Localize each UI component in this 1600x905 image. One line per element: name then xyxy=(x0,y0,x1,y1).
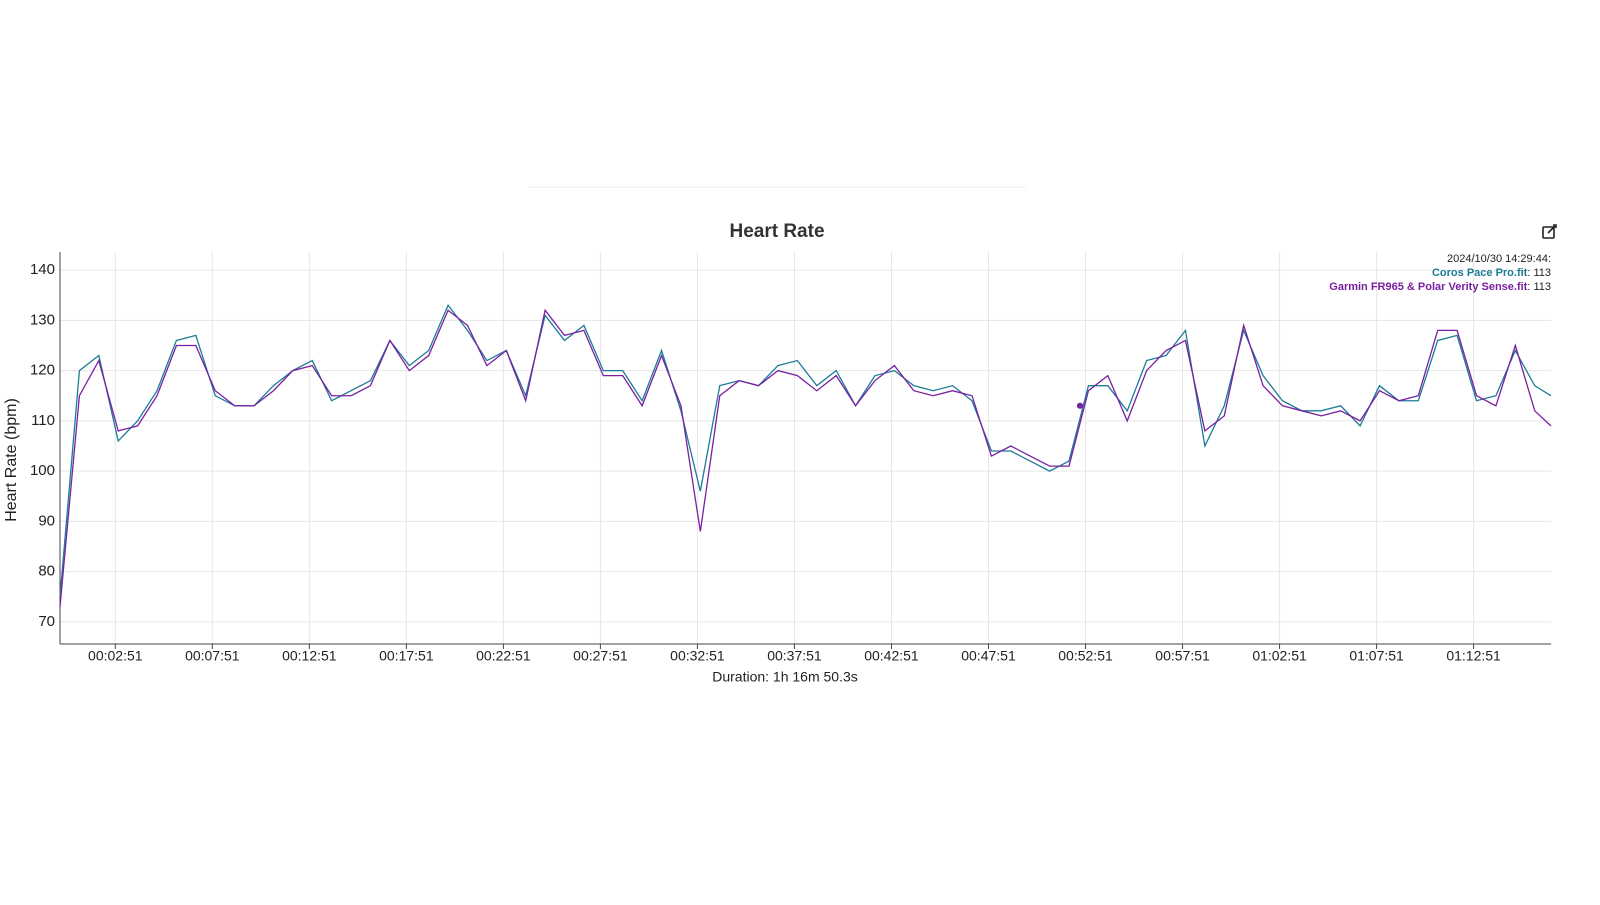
x-tick-label: 00:42:51 xyxy=(864,648,919,664)
tooltip-series-name: Garmin FR965 & Polar Verity Sense.fit xyxy=(1329,281,1527,293)
edit-icon-pen xyxy=(1547,224,1557,234)
x-tick-label: 01:12:51 xyxy=(1446,648,1501,664)
x-tick-label: 00:57:51 xyxy=(1155,648,1210,664)
x-tick-label: 00:47:51 xyxy=(961,648,1016,664)
y-tick-label: 130 xyxy=(30,311,55,328)
x-axis-label: Duration: 1h 16m 50.3s xyxy=(712,669,858,685)
x-tick-label: 00:32:51 xyxy=(670,648,725,664)
edit-icon-box xyxy=(1542,226,1555,239)
y-tick-label: 110 xyxy=(31,412,55,429)
x-tick-label: 00:07:51 xyxy=(185,648,240,664)
y-tick-label: 90 xyxy=(38,512,55,529)
x-tick-label: 00:17:51 xyxy=(379,648,434,664)
x-tick-label: 00:27:51 xyxy=(573,648,628,664)
tooltip-series-name: Coros Pace Pro.fit xyxy=(1432,267,1528,279)
x-tick-label: 00:52:51 xyxy=(1058,648,1113,664)
y-tick-label: 140 xyxy=(30,261,55,278)
series-line xyxy=(59,308,1552,607)
y-tick-label: 120 xyxy=(30,362,55,379)
y-tick-label: 80 xyxy=(38,563,55,580)
hover-dot xyxy=(1077,402,1084,409)
chart-title: Heart Rate xyxy=(729,221,824,242)
x-tick-label: 00:22:51 xyxy=(476,648,531,664)
tooltip-title: 2024/10/30 14:29:44: xyxy=(1447,253,1551,265)
x-tick-label: 01:02:51 xyxy=(1252,648,1307,664)
edit-icon[interactable] xyxy=(1542,224,1557,239)
tooltip-value: : 113 xyxy=(1527,281,1551,293)
y-axis-label: Heart Rate (bpm) xyxy=(3,398,20,522)
x-tick-label: 00:37:51 xyxy=(767,648,822,664)
tooltip-entry: Coros Pace Pro.fit: 113 xyxy=(1432,267,1551,279)
series-line xyxy=(59,303,1552,597)
x-tick-label: 00:12:51 xyxy=(282,648,337,664)
tooltip-entry: Garmin FR965 & Polar Verity Sense.fit: 1… xyxy=(1329,281,1551,293)
tooltip-value: : 113 xyxy=(1527,267,1551,279)
y-tick-label: 70 xyxy=(38,613,55,630)
x-tick-label: 01:07:51 xyxy=(1349,648,1404,664)
x-tick-label: 00:02:51 xyxy=(88,648,143,664)
y-tick-label: 100 xyxy=(30,462,55,479)
